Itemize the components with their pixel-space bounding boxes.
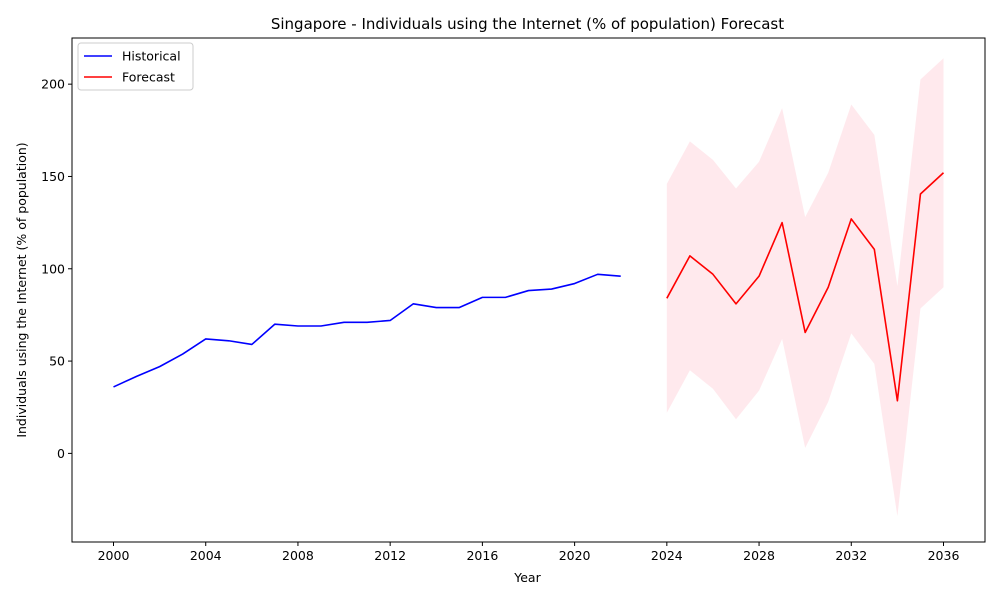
x-tick-label: 2024: [651, 548, 683, 563]
y-tick-label: 200: [41, 77, 65, 92]
x-tick-label: 2000: [98, 548, 130, 563]
series-lines-layer: [113, 172, 945, 402]
x-tick-label: 2036: [928, 548, 960, 563]
legend-historical-label: Historical: [122, 49, 181, 64]
legend-frame: [77, 42, 194, 91]
x-tick-label: 2008: [282, 548, 314, 563]
series-line-historical: [113, 273, 621, 388]
series-line-forecast: [666, 172, 945, 402]
forecast-confidence-band: [666, 58, 944, 517]
x-tick-label: 2016: [466, 548, 498, 563]
y-tick-label: 50: [49, 354, 65, 369]
y-tick-label: 150: [41, 169, 65, 184]
ticks-layer: 2000 2004 2008 2012 2016 2020 2024 2028 2032 2036…: [41, 77, 959, 563]
axes-layer: [71, 37, 986, 543]
y-tick-label: 100: [41, 261, 65, 276]
y-tick-label: 0: [57, 446, 65, 461]
chart-title: Singapore - Individuals using the Intern…: [271, 15, 784, 33]
x-tick-label: 2012: [374, 548, 406, 563]
legend: Historical Forecast: [77, 42, 194, 91]
plot-frame: [71, 37, 986, 543]
x-tick-label: 2004: [190, 548, 222, 563]
confidence-band-layer: [666, 58, 944, 517]
y-axis-label: Individuals using the Internet (% of pop…: [14, 142, 29, 437]
x-axis-label: Year: [513, 570, 541, 585]
legend-forecast-label: Forecast: [122, 70, 175, 85]
x-tick-label: 2028: [743, 548, 775, 563]
x-tick-label: 2032: [835, 548, 867, 563]
x-tick-label: 2020: [559, 548, 591, 563]
